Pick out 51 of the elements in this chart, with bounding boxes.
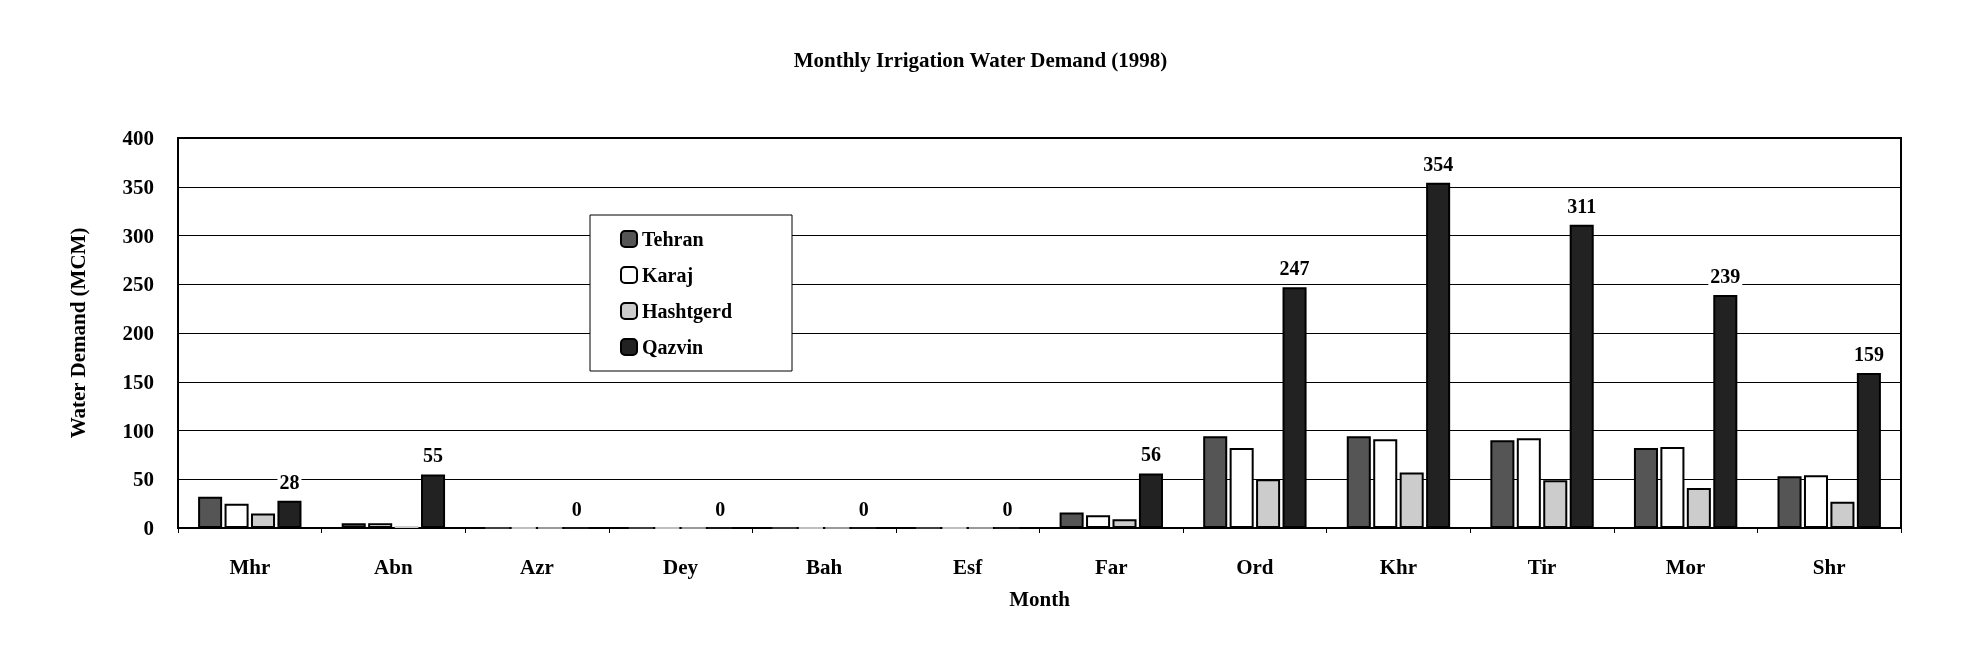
data-label: 0 [715,497,726,520]
data-label: 0 [571,497,582,520]
bar [1112,519,1137,528]
bar [1059,512,1084,528]
bar [1686,488,1711,528]
chart-title: Monthly Irrigation Water Demand (1998) [793,47,1168,72]
x-tick-label: Shr [1812,554,1846,579]
data-label: 247 [1279,257,1310,280]
bar [1086,515,1111,528]
y-tick-label: 50 [133,467,154,492]
y-tick-label: 350 [122,174,154,199]
data-label: 239 [1710,264,1741,287]
x-tick-label: Bah [806,554,843,579]
data-label: 0 [858,497,869,520]
data-label: 159 [1853,342,1884,365]
data-label: 0 [1002,497,1013,520]
x-axis-title: Month [1009,586,1071,611]
legend-label: Karaj [642,264,694,287]
x-tick-label: Khr [1379,554,1418,579]
x-tick-label: Abn [374,554,413,579]
x-tick-label: Far [1094,554,1128,579]
bar [224,503,249,528]
bar [341,523,366,528]
data-label: 354 [1423,152,1454,175]
y-tick-label: 300 [122,223,154,248]
x-tick-label: Azr [520,554,554,579]
data-label: 28 [279,470,300,493]
bar [368,523,393,528]
legend-label: Qazvin [642,336,704,358]
y-tick-label: 100 [122,418,154,443]
x-tick-label: Mhr [229,554,271,579]
bar [1830,501,1855,528]
legend-label: Tehran [642,228,704,250]
x-tick-label: Ord [1236,554,1274,579]
x-tick-label: Tir [1527,554,1557,579]
x-tick-label: Esf [953,554,984,579]
y-tick-label: 150 [122,369,154,394]
legend-label: Hashtgerd [642,300,732,323]
bar [250,513,276,528]
bar [198,496,223,528]
data-label: 56 [1140,443,1161,466]
y-axis-title: Water Demand (MCM) [65,227,90,439]
y-tick-label: 400 [122,126,154,150]
bar [277,500,302,528]
y-tick-label: 250 [122,272,154,297]
data-label: 55 [423,444,444,467]
y-tick-label: 0 [143,516,154,540]
data-label: 311 [1567,194,1597,217]
x-tick-label: Mor [1665,554,1706,579]
y-tick-label: 200 [122,321,154,345]
x-tick-label: Dey [663,554,699,579]
